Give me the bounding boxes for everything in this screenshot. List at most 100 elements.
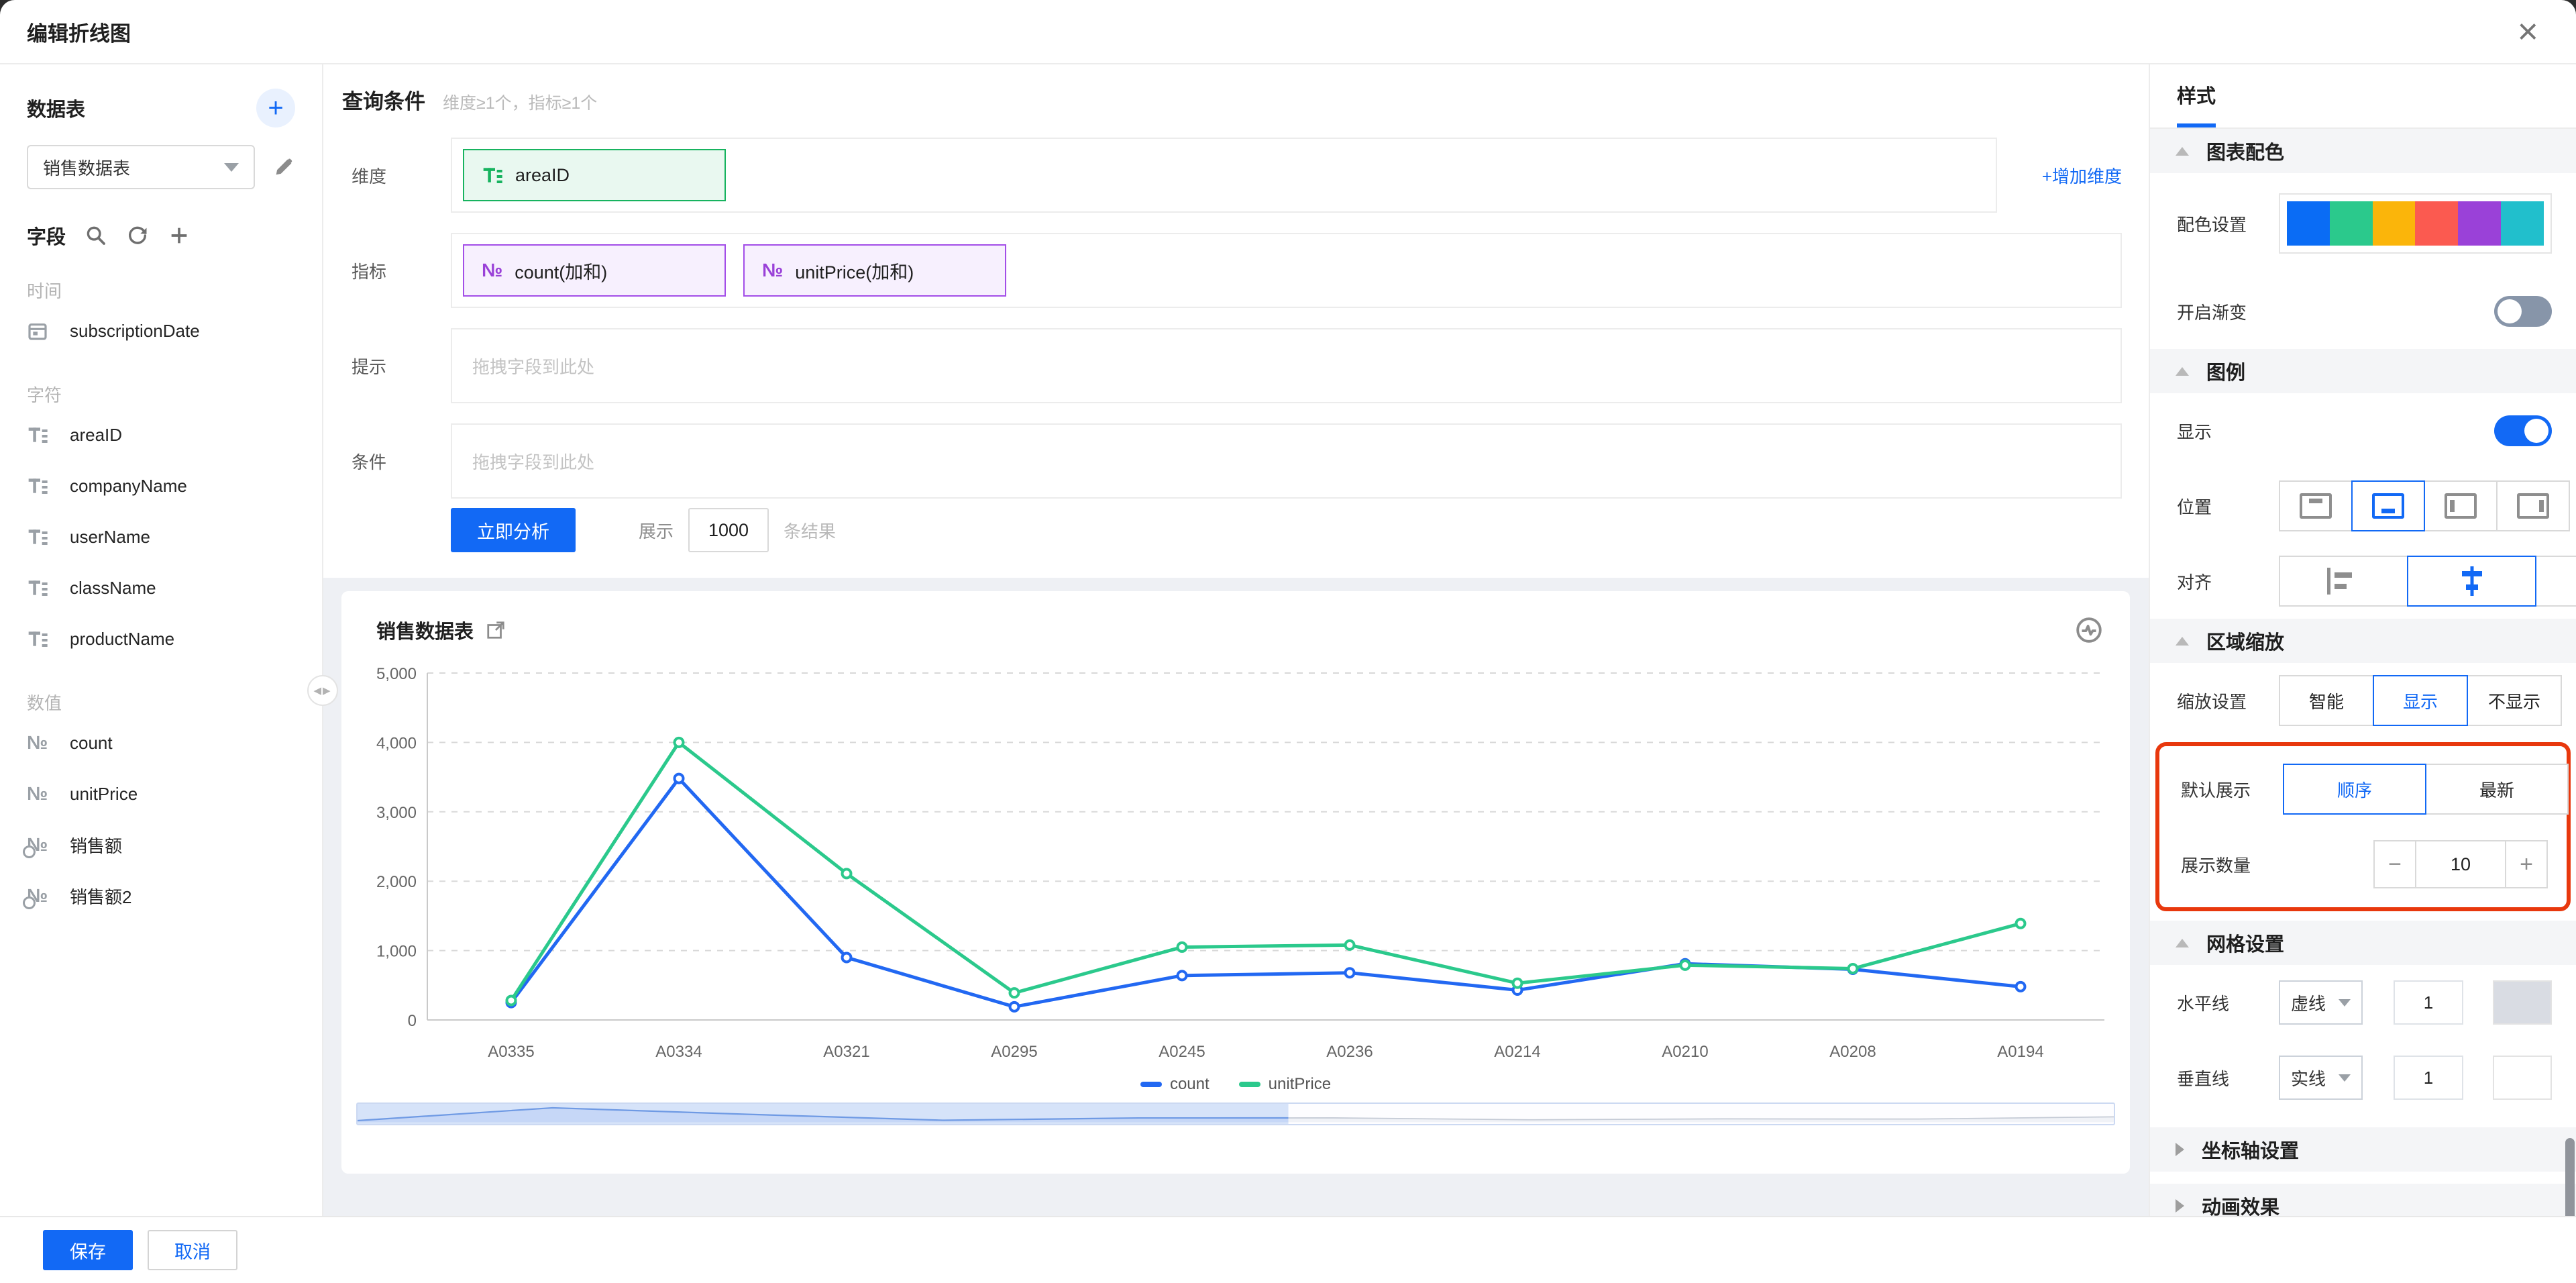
- field-group-label-string: 字符: [27, 385, 62, 405]
- external-link-icon[interactable]: [486, 620, 506, 640]
- refresh-fields-button[interactable]: [126, 224, 149, 247]
- sidebar-collapse-handle[interactable]: ◀▶: [307, 675, 338, 706]
- query-subtitle: 维度≥1个，指标≥1个: [443, 94, 598, 113]
- horizontal-line-style-select[interactable]: 虚线: [2279, 980, 2363, 1025]
- datazoom-brush[interactable]: [356, 1102, 2115, 1125]
- legend-position-left-button[interactable]: [2424, 480, 2498, 531]
- section-grid-settings[interactable]: 网格设置: [2150, 921, 2576, 965]
- palette-swatch[interactable]: [2287, 201, 2330, 246]
- palette-swatch[interactable]: [2458, 201, 2502, 246]
- hint-placeholder: 拖拽字段到此处: [472, 356, 595, 377]
- legend-item[interactable]: count: [1140, 1075, 1210, 1094]
- dialog-footer: 保存 取消: [0, 1216, 2576, 1283]
- section-chart-colors[interactable]: 图表配色: [2150, 129, 2576, 173]
- filter-label: 条件: [352, 452, 387, 472]
- datasource-select-value: 销售数据表: [43, 158, 131, 178]
- palette-swatch[interactable]: [2415, 201, 2459, 246]
- legend-show-toggle[interactable]: [2494, 415, 2552, 446]
- filter-dropzone[interactable]: 拖拽字段到此处: [451, 423, 2122, 499]
- search-icon: [87, 226, 105, 245]
- field-item-subscriptionDate[interactable]: subscriptionDate: [27, 308, 295, 354]
- search-fields-button[interactable]: [85, 224, 107, 247]
- horizontal-line-width-input[interactable]: 1: [2394, 980, 2463, 1025]
- legend-item[interactable]: unitPrice: [1238, 1075, 1331, 1094]
- field-item-companyName[interactable]: companyName: [27, 463, 295, 509]
- expand-triangle-icon: [2176, 1143, 2184, 1156]
- calculated-number-field-icon: №: [22, 885, 48, 909]
- field-item-productName[interactable]: productName: [27, 616, 295, 662]
- add-dimension-link[interactable]: +增加维度: [2041, 166, 2122, 187]
- stepper-plus-button[interactable]: +: [2505, 840, 2548, 888]
- metric-dropzone[interactable]: № count(加和) № unitPrice(加和): [451, 233, 2122, 308]
- section-axis-settings[interactable]: 坐标轴设置: [2150, 1127, 2576, 1172]
- hint-row: 提示 拖拽字段到此处: [342, 328, 2122, 403]
- legend-show-label: 显示: [2177, 421, 2212, 442]
- legend-show-row: 显示: [2150, 393, 2576, 468]
- calendar-icon: [27, 320, 56, 342]
- chart-title: 销售数据表: [376, 621, 474, 643]
- save-button[interactable]: 保存: [43, 1230, 133, 1270]
- field-name: className: [70, 577, 156, 598]
- field-item-userName[interactable]: userName: [27, 514, 295, 560]
- field-item-className[interactable]: className: [27, 565, 295, 611]
- vertical-line-color-swatch[interactable]: [2492, 1056, 2552, 1100]
- datasource-select[interactable]: 销售数据表: [27, 145, 255, 189]
- order-button[interactable]: 顺序: [2283, 764, 2426, 815]
- svg-text:3,000: 3,000: [376, 804, 417, 822]
- text-field-icon: [483, 168, 502, 183]
- section-legend[interactable]: 图例: [2150, 349, 2576, 393]
- hint-dropzone[interactable]: 拖拽字段到此处: [451, 328, 2122, 403]
- chart-legend[interactable]: count unitPrice: [341, 1070, 2130, 1098]
- palette-picker[interactable]: [2279, 193, 2552, 254]
- legend-position-top-button[interactable]: [2279, 480, 2353, 531]
- svg-text:1,000: 1,000: [376, 943, 417, 961]
- svg-text:A0214: A0214: [1494, 1043, 1540, 1061]
- legend-position-right-button[interactable]: [2496, 480, 2570, 531]
- palette-swatch[interactable]: [2329, 201, 2373, 246]
- chart-card: 销售数据表 0 1,000 2,000 3,000 4,000 5,000 A0335 A03…: [341, 591, 2130, 1174]
- metric-tag-unitPrice[interactable]: № unitPrice(加和): [743, 244, 1006, 297]
- align-left-button[interactable]: [2279, 556, 2408, 607]
- panel-scrollbar-thumb[interactable]: [2565, 1138, 2575, 1216]
- section-animation[interactable]: 动画效果: [2150, 1184, 2576, 1216]
- zoom-smart-button[interactable]: 智能: [2279, 675, 2374, 726]
- zoom-show-button[interactable]: 显示: [2373, 675, 2468, 726]
- legend-position-bottom-button[interactable]: [2351, 480, 2425, 531]
- field-name: userName: [70, 526, 150, 547]
- horizontal-line-label: 水平线: [2177, 993, 2230, 1014]
- vertical-line-width-input[interactable]: 1: [2394, 1056, 2463, 1100]
- line-chart-plot: 0 1,000 2,000 3,000 4,000 5,000 A0335 A0334 A032…: [376, 665, 2104, 1061]
- add-datasource-button[interactable]: +: [256, 89, 295, 127]
- field-item-sales2[interactable]: № 销售额2: [22, 873, 295, 919]
- gradient-toggle[interactable]: [2494, 296, 2552, 327]
- dimension-tag-areaID[interactable]: areaID: [463, 149, 726, 201]
- latest-button[interactable]: 最新: [2425, 764, 2569, 815]
- dimension-dropzone[interactable]: areaID: [451, 138, 1997, 213]
- metric-tag-count[interactable]: № count(加和): [463, 244, 726, 297]
- stepper-value: 10: [2416, 840, 2505, 888]
- align-center-button[interactable]: [2407, 556, 2536, 607]
- edit-datasource-button[interactable]: [255, 156, 295, 178]
- field-item-sales[interactable]: № 销售额: [22, 822, 295, 868]
- analyze-button[interactable]: 立即分析: [451, 508, 576, 552]
- palette-swatch[interactable]: [2372, 201, 2416, 246]
- section-area-zoom[interactable]: 区域缩放: [2150, 619, 2576, 663]
- field-item-count[interactable]: № count: [27, 720, 295, 766]
- field-item-areaID[interactable]: areaID: [27, 412, 295, 458]
- limit-input[interactable]: [688, 508, 769, 552]
- palette-swatch[interactable]: [2501, 201, 2544, 246]
- field-item-unitPrice[interactable]: № unitPrice: [27, 771, 295, 817]
- close-icon[interactable]: ×: [2517, 11, 2538, 52]
- field-name: 销售额: [70, 835, 123, 856]
- stepper-minus-button[interactable]: −: [2373, 840, 2416, 888]
- tab-style[interactable]: 样式: [2177, 81, 2216, 127]
- cancel-button[interactable]: 取消: [148, 1230, 237, 1270]
- line-chart-type-icon[interactable]: [2075, 616, 2103, 644]
- horizontal-line-color-swatch[interactable]: [2492, 980, 2552, 1025]
- zoom-hide-button[interactable]: 不显示: [2467, 675, 2562, 726]
- number-field-icon: №: [762, 260, 784, 280]
- display-count-stepper: − 10 +: [2373, 840, 2548, 888]
- vertical-line-style-select[interactable]: 实线: [2279, 1056, 2363, 1100]
- align-right-button[interactable]: [2535, 556, 2576, 607]
- add-field-button[interactable]: [168, 224, 191, 247]
